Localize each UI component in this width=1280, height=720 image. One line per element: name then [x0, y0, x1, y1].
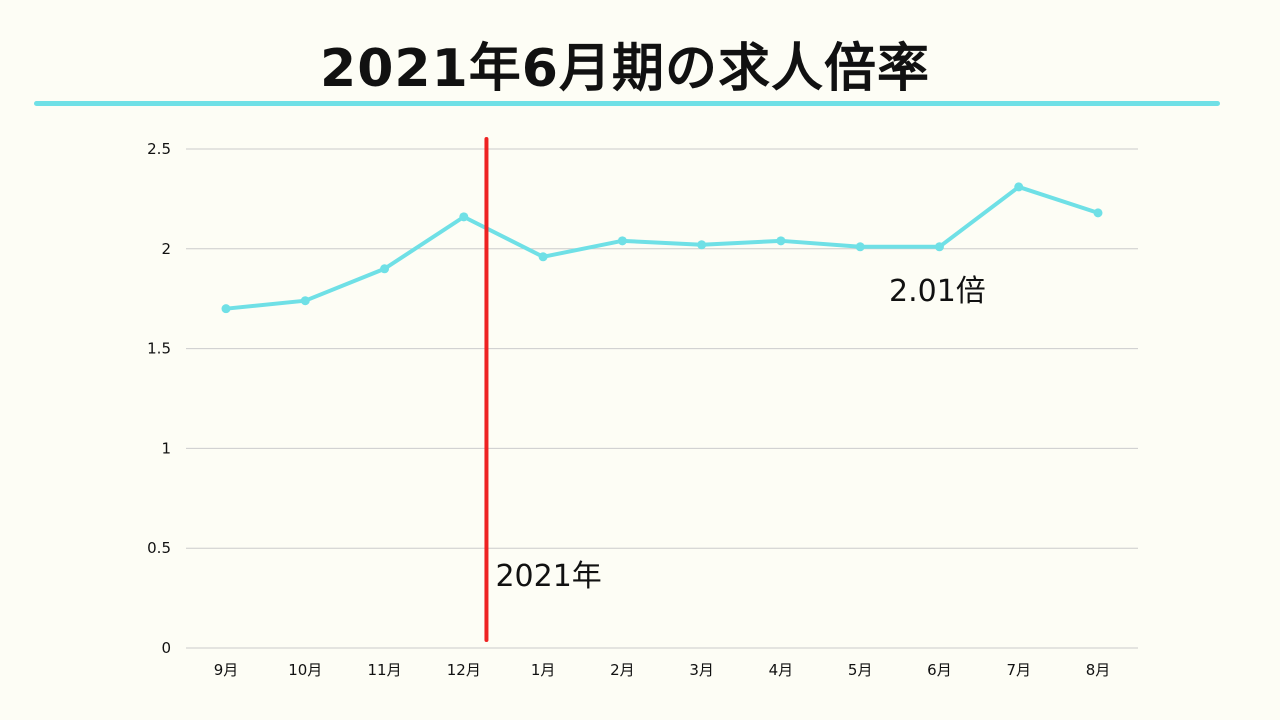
x-tick-label: 3月	[689, 661, 714, 679]
data-point	[221, 304, 231, 314]
y-tick-label: 2	[161, 240, 171, 258]
x-tick-label: 1月	[531, 661, 556, 679]
data-point	[776, 236, 786, 246]
title-underline	[34, 101, 1220, 106]
data-point	[459, 212, 469, 222]
series-layer	[221, 182, 1103, 314]
x-axis-ticks: 9月 10月 11月 12月 1月 2月 3月 4月 5月 6月 7月 8月	[214, 661, 1111, 679]
y-tick-label: 0	[161, 639, 171, 657]
x-tick-label: 11月	[367, 661, 401, 679]
y-axis-ticks: 0 0.5 1 1.5 2 2.5	[147, 140, 171, 657]
data-point	[1093, 208, 1103, 218]
x-tick-label: 5月	[848, 661, 873, 679]
series-line	[224, 184, 1100, 311]
x-tick-label: 7月	[1006, 661, 1031, 679]
x-tick-label: 12月	[447, 661, 481, 679]
year-marker-label: 2021年	[495, 559, 601, 594]
x-tick-label: 2月	[610, 661, 635, 679]
x-tick-label: 4月	[769, 661, 794, 679]
y-tick-label: 2.5	[147, 140, 171, 158]
data-point	[380, 264, 390, 274]
data-point	[934, 242, 944, 252]
y-tick-label: 0.5	[147, 539, 171, 557]
x-tick-label: 6月	[927, 661, 952, 679]
x-tick-label: 10月	[288, 661, 322, 679]
data-point	[617, 236, 627, 246]
chart-title: 2021年6月期の求人倍率	[320, 39, 930, 99]
x-tick-label: 8月	[1086, 661, 1111, 679]
data-point	[697, 240, 707, 250]
data-point	[1014, 182, 1024, 192]
x-tick-label: 9月	[214, 661, 239, 679]
value-callout-label: 2.01倍	[889, 274, 986, 309]
gridlines	[186, 148, 1138, 649]
y-tick-label: 1.5	[147, 340, 171, 358]
data-point	[855, 242, 865, 252]
y-tick-label: 1	[161, 439, 171, 457]
data-point	[300, 296, 310, 306]
data-point	[538, 252, 548, 262]
